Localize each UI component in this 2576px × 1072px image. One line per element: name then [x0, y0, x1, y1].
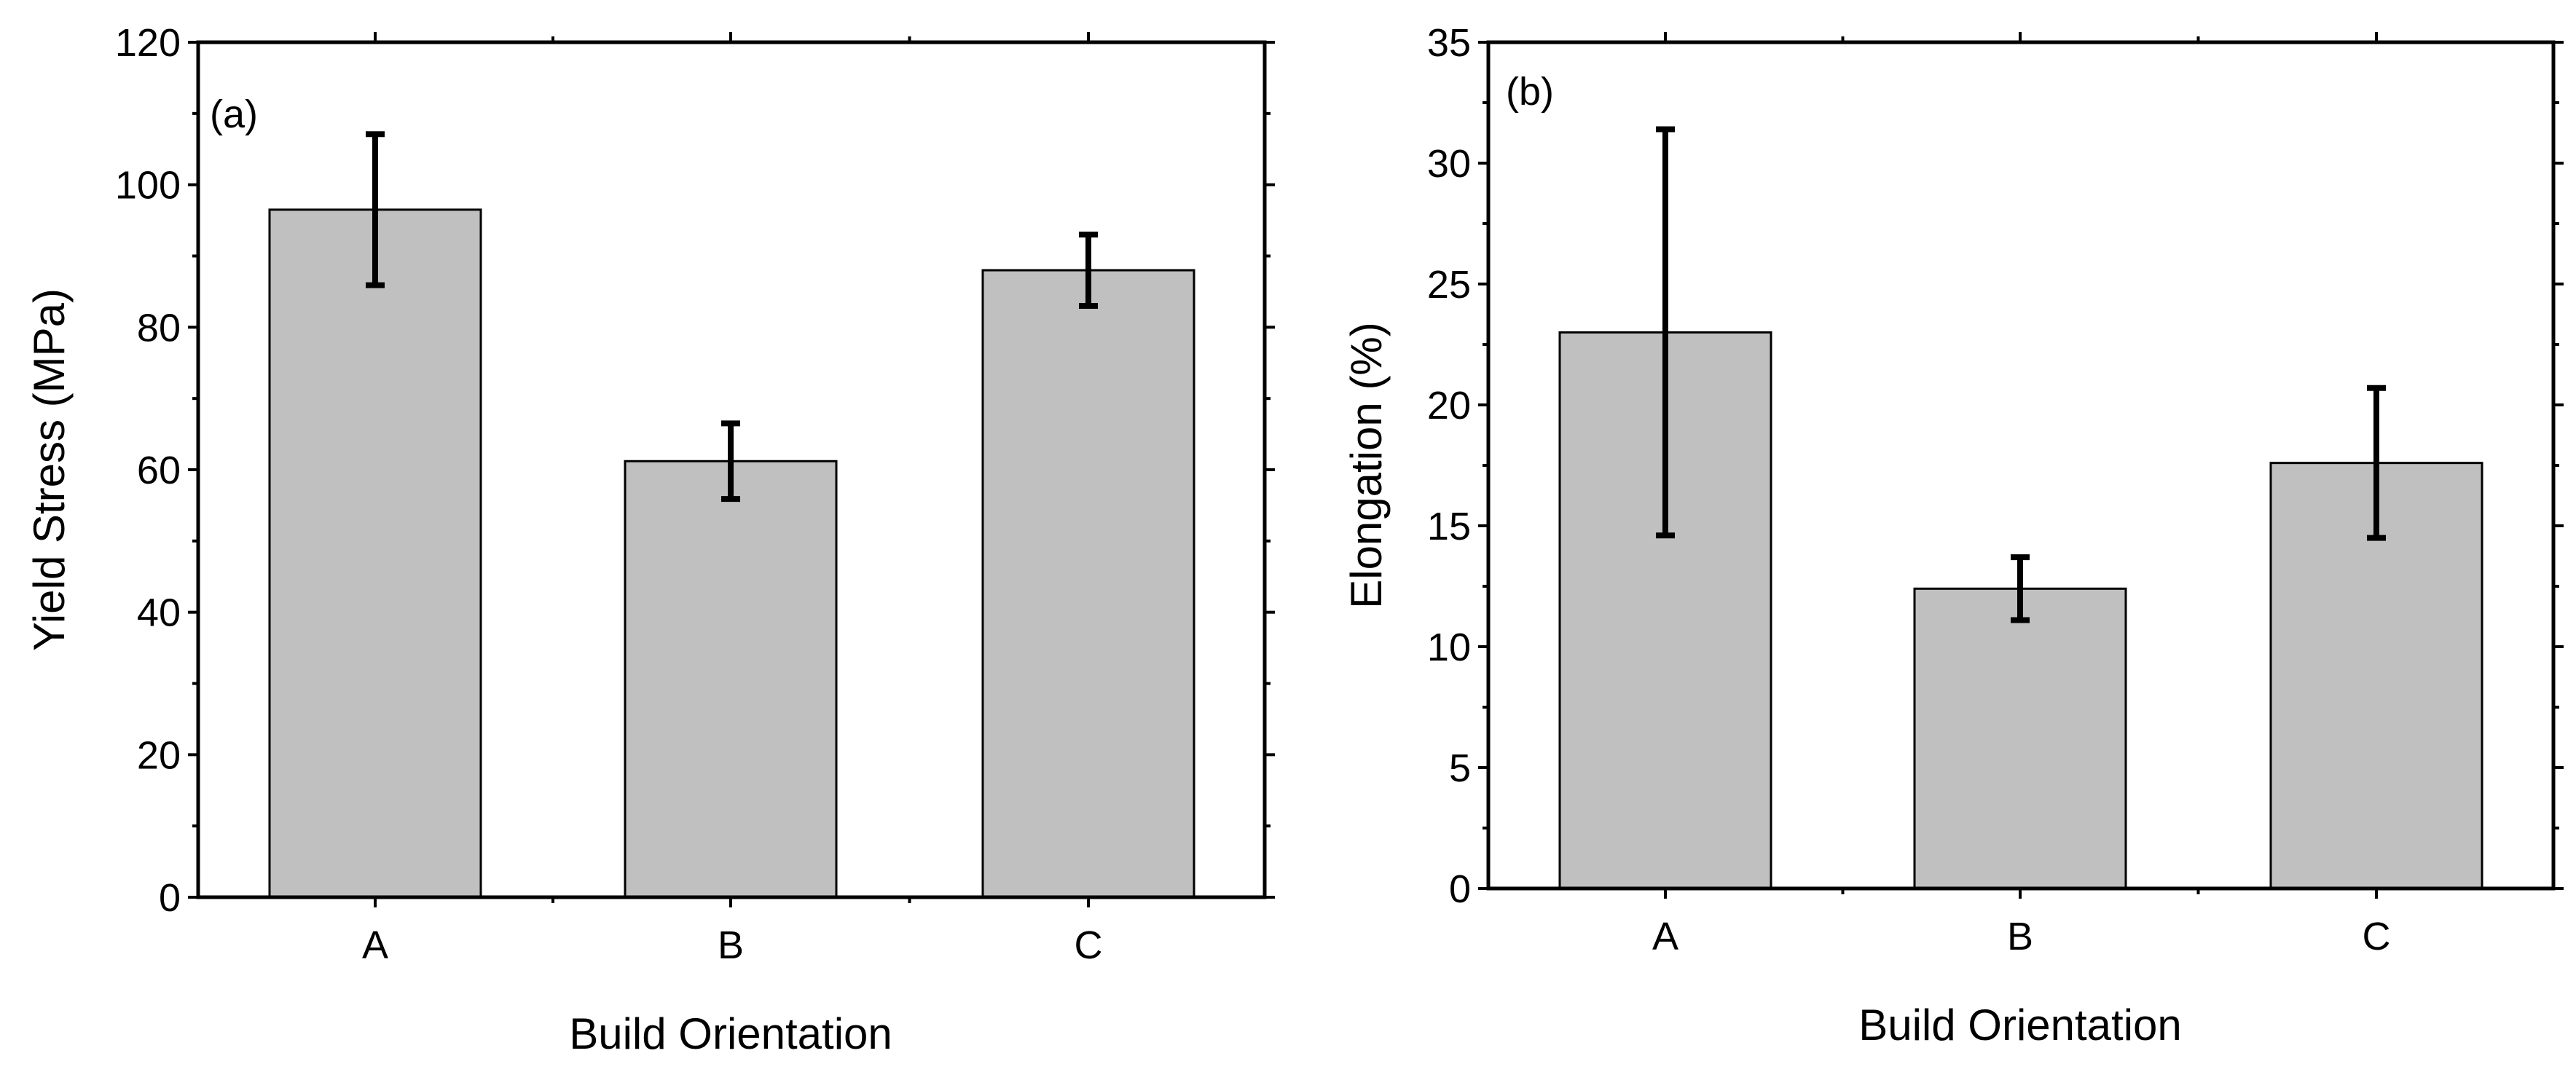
error-bars-group: [1656, 126, 2386, 623]
y-tick-label: 20: [137, 733, 181, 777]
bar-C: [981, 269, 1195, 899]
y-tick-label: 10: [1427, 626, 1471, 669]
y-tick-label: 5: [1449, 746, 1471, 790]
y-tick-label: 15: [1427, 505, 1471, 548]
x-tick-label-A: A: [362, 923, 388, 967]
panel-a-yield-stress-chart: 0 20 40 60 80 100 120 A B C (a) Build Orientatio…: [25, 21, 1275, 1058]
y-tick-label: 30: [1427, 142, 1471, 186]
x-tick-label-B: B: [718, 923, 744, 967]
y-tick-label: 100: [115, 164, 181, 208]
panel-label: (a): [210, 92, 258, 136]
panel-b-elongation-chart: 0 5 10 15 20 25 30 35 A B C (b) Build Orientation…: [1342, 21, 2564, 1049]
y-tick-label: 40: [137, 591, 181, 635]
y-axis-label: Elongation (%): [1342, 322, 1391, 609]
y-tick-label: 25: [1427, 263, 1471, 307]
y-tick-label: 0: [1449, 867, 1471, 911]
x-tick-label-A: A: [1652, 915, 1678, 958]
x-tick-label-C: C: [2363, 915, 2391, 958]
y-axis-label: Yield Stress (MPa): [25, 288, 74, 651]
ticks-group: [1478, 32, 2564, 899]
ticks-group: [188, 32, 1275, 907]
x-axis-label: Build Orientation: [1858, 1001, 2182, 1049]
bar-A: [268, 208, 482, 899]
error-bars-group: [366, 131, 1098, 502]
x-tick-labels-group: A B C: [362, 923, 1103, 967]
y-tick-label: 120: [115, 21, 181, 65]
x-tick-labels-group: A B C: [1652, 915, 2391, 958]
x-tick-label-C: C: [1075, 923, 1103, 967]
bar-B: [624, 460, 838, 899]
y-tick-labels-group: 0 20 40 60 80 100 120: [115, 21, 181, 920]
x-tick-label-B: B: [2007, 915, 2033, 958]
panel-label: (b): [1506, 70, 1554, 114]
bars-group: [268, 208, 1195, 899]
x-axis-label: Build Orientation: [569, 1009, 892, 1058]
y-tick-label: 60: [137, 449, 181, 492]
y-tick-label: 35: [1427, 21, 1471, 65]
y-tick-labels-group: 0 5 10 15 20 25 30 35: [1427, 21, 1471, 911]
bar-B: [1913, 587, 2127, 890]
y-tick-label: 0: [159, 876, 181, 920]
y-tick-label: 20: [1427, 384, 1471, 427]
y-tick-label: 80: [137, 306, 181, 350]
